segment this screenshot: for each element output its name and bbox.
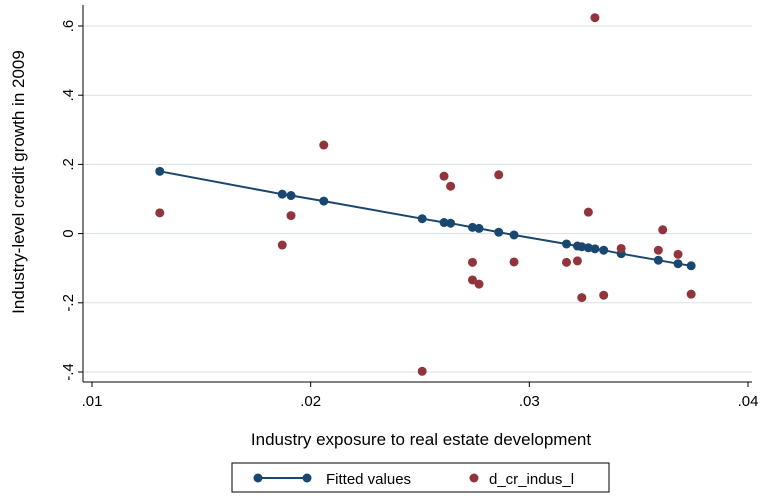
d-cr-indus-l-series <box>155 13 696 376</box>
y-axis-ticks: -.4 -.2 0 .2 .4 .6 <box>60 20 83 381</box>
x-tick-label: .01 <box>82 393 103 410</box>
scatter-point <box>467 257 477 267</box>
x-axis-ticks: .01 .02 .03 .04 <box>82 382 759 410</box>
y-tick-label: .2 <box>60 158 77 171</box>
y-tick-label: -.2 <box>60 294 77 312</box>
fitted-value-point <box>599 245 609 255</box>
fitted-value-point <box>653 255 663 265</box>
scatter-point <box>467 275 477 285</box>
scatter-point <box>686 289 696 299</box>
legend-scatter-marker <box>469 473 479 483</box>
scatter-point <box>277 240 287 250</box>
fitted-value-point <box>446 218 456 228</box>
y-axis-label: Industry-level credit growth in 2009 <box>9 50 28 314</box>
fitted-value-point <box>319 196 329 206</box>
fitted-value-point <box>439 218 449 228</box>
legend-fitted-marker-left <box>253 473 263 483</box>
axes <box>82 5 752 383</box>
x-tick-label: .04 <box>738 393 759 410</box>
fitted-value-point <box>474 223 484 233</box>
scatter-point <box>577 293 587 303</box>
y-tick-label: .4 <box>60 89 77 102</box>
scatter-point <box>155 208 165 218</box>
scatter-point <box>286 211 296 221</box>
x-tick-label: .02 <box>300 393 321 410</box>
scatter-point <box>417 366 427 376</box>
legend-scatter-label: d_cr_indus_l <box>489 471 574 488</box>
y-tick-label: -.4 <box>60 363 77 381</box>
y-tick-label: 0 <box>60 229 77 237</box>
fitted-value-point <box>286 191 296 201</box>
scatter-point <box>446 181 456 191</box>
fitted-value-point <box>417 214 427 224</box>
fitted-value-point <box>562 239 572 249</box>
scatter-point <box>572 256 582 266</box>
legend: Fitted values d_cr_indus_l <box>231 462 610 493</box>
scatter-point <box>439 171 449 181</box>
fitted-value-point <box>686 261 696 271</box>
x-axis-label: Industry exposure to real estate develop… <box>251 430 591 449</box>
scatter-point <box>658 225 668 235</box>
fitted-value-point <box>277 189 287 199</box>
scatter-point <box>474 279 484 289</box>
scatter-point <box>494 170 504 180</box>
scatter-point <box>562 257 572 267</box>
scatter-point <box>616 243 626 253</box>
scatter-point <box>509 257 519 267</box>
scatter-point <box>319 140 329 150</box>
x-tick-label: .03 <box>519 393 540 410</box>
scatter-point <box>590 13 600 23</box>
fitted-values-series <box>155 166 696 271</box>
y-tick-label: .6 <box>60 20 77 33</box>
scatter-point <box>599 290 609 300</box>
legend-fitted-label: Fitted values <box>326 471 411 488</box>
fitted-value-point <box>494 227 504 237</box>
scatter-point <box>673 249 683 259</box>
fitted-value-point <box>590 244 600 254</box>
legend-fitted-marker-right <box>302 473 312 483</box>
fitted-value-point <box>509 230 519 240</box>
fitted-value-point <box>155 166 165 176</box>
grid-lines <box>83 25 752 373</box>
scatter-point <box>583 207 593 217</box>
scatter-point <box>653 245 663 255</box>
fitted-value-point <box>673 259 683 269</box>
